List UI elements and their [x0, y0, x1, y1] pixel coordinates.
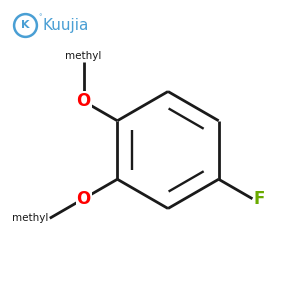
- Text: methyl: methyl: [12, 213, 48, 223]
- Text: methyl: methyl: [65, 51, 102, 61]
- Text: O: O: [76, 190, 91, 208]
- Text: F: F: [254, 190, 265, 208]
- Text: K: K: [21, 20, 30, 31]
- Text: Kuujia: Kuujia: [42, 18, 89, 33]
- Text: °: °: [38, 14, 42, 20]
- Text: O: O: [76, 92, 91, 110]
